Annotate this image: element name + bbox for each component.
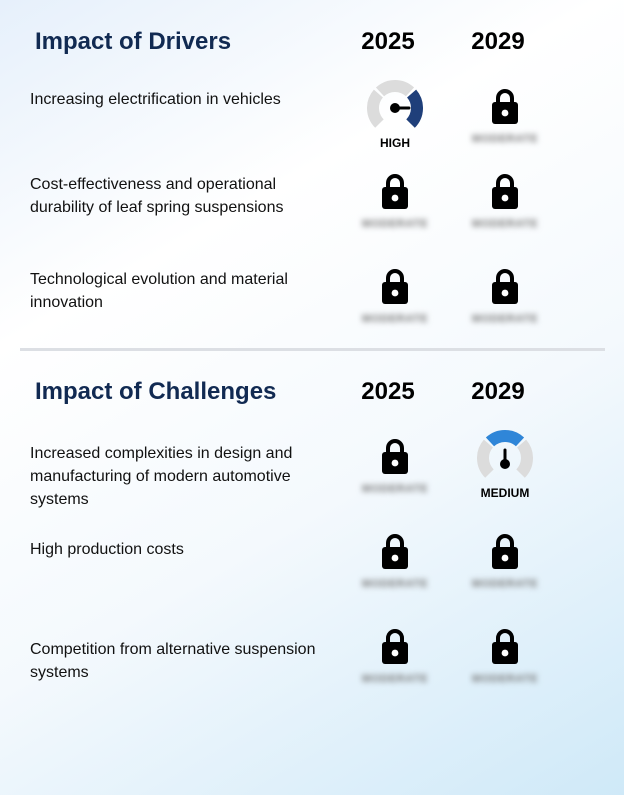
- driver-row-2-2025[interactable]: MODERATE: [340, 172, 450, 252]
- gauge-icon: [477, 430, 533, 486]
- driver-row-3-label: Technological evolution and material inn…: [30, 271, 288, 311]
- driver-row-3-2029[interactable]: MODERATE: [450, 267, 560, 347]
- lock-icon[interactable]: [380, 172, 410, 210]
- lock-icon[interactable]: [380, 437, 410, 475]
- locked-impact-label: MODERATE: [471, 673, 539, 685]
- challenge-row-1-label: Increased complexities in design and man…: [30, 445, 293, 508]
- lock-icon[interactable]: [380, 532, 410, 570]
- challenge-row-2-label: High production costs: [30, 541, 184, 558]
- locked-impact-label: MODERATE: [471, 313, 539, 325]
- challenges-title: Impact of Challenges: [35, 378, 277, 405]
- challenge-row-3-2025[interactable]: MODERATE: [340, 627, 450, 707]
- lock-icon[interactable]: [490, 627, 520, 665]
- driver-row-2-2029[interactable]: MODERATE: [450, 172, 560, 252]
- challenge-row-2-2029[interactable]: MODERATE: [450, 532, 560, 612]
- locked-impact-label: MODERATE: [361, 578, 429, 590]
- gauge-icon: [367, 80, 423, 136]
- impact-level-label: HIGH: [380, 136, 410, 150]
- lock-icon[interactable]: [490, 172, 520, 210]
- challenge-row-3-2029[interactable]: MODERATE: [450, 627, 560, 707]
- locked-impact-label: MODERATE: [471, 133, 539, 145]
- driver-row-1-2025: HIGH: [340, 80, 450, 167]
- lock-icon[interactable]: [380, 627, 410, 665]
- locked-impact-label: MODERATE: [361, 483, 429, 495]
- challenges-year-2029: 2029: [471, 378, 525, 405]
- lock-icon[interactable]: [490, 87, 520, 125]
- locked-impact-label: MODERATE: [361, 673, 429, 685]
- challenge-row-2-2025[interactable]: MODERATE: [340, 532, 450, 612]
- impact-level-label: MEDIUM: [480, 486, 530, 500]
- locked-impact-label: MODERATE: [471, 218, 539, 230]
- lock-icon[interactable]: [380, 267, 410, 305]
- driver-row-3-2025[interactable]: MODERATE: [340, 267, 450, 347]
- driver-row-1-2029[interactable]: MODERATE: [450, 87, 560, 167]
- driver-row-1-label: Increasing electrification in vehicles: [30, 91, 281, 108]
- drivers-year-2025: 2025: [361, 28, 415, 55]
- drivers-title: Impact of Drivers: [35, 28, 232, 55]
- locked-impact-label: MODERATE: [361, 218, 429, 230]
- challenge-row-1-2025[interactable]: MODERATE: [340, 437, 450, 517]
- driver-row-2-label: Cost-effectiveness and operational durab…: [30, 176, 284, 216]
- locked-impact-label: MODERATE: [471, 578, 539, 590]
- lock-icon[interactable]: [490, 532, 520, 570]
- locked-impact-label: MODERATE: [361, 313, 429, 325]
- section-divider: [20, 348, 605, 351]
- challenge-row-3-label: Competition from alternative suspension …: [30, 641, 316, 681]
- challenges-year-2025: 2025: [361, 378, 415, 405]
- challenge-row-1-2029: MEDIUM: [450, 430, 560, 517]
- drivers-year-2029: 2029: [471, 28, 525, 55]
- lock-icon[interactable]: [490, 267, 520, 305]
